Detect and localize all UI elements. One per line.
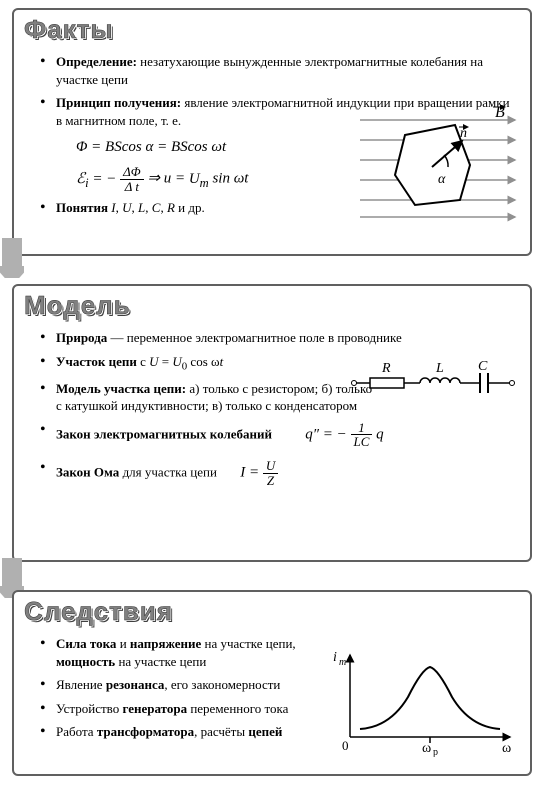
fact-definition: Определение: незатухающие вынужденные эл… (56, 53, 516, 88)
facts-section: Факты Определение: незатухающие вынужден… (12, 8, 532, 256)
svg-text:i: i (333, 650, 337, 665)
rlc-circuit-diagram: R L C (350, 358, 520, 398)
svg-text:n: n (460, 126, 467, 141)
facts-title: Факты (24, 14, 516, 45)
model-nature: Природа — переменное электромагнитное по… (56, 329, 516, 347)
svg-text:m: m (339, 657, 346, 668)
cons-list: Сила тока и напряжение на участке цепи, … (28, 635, 308, 741)
model-section: Модель Природа — переменное электромагни… (12, 284, 532, 562)
eq-oscillation: q″ = − 1 LC q (305, 421, 383, 449)
cons-title: Следствия (24, 596, 516, 627)
cons-generator: Устройство генератора переменного тока (56, 700, 308, 718)
svg-text:R: R (381, 361, 391, 376)
svg-text:ω: ω (502, 741, 511, 756)
model-law: Закон электромагнитных колебаний q″ = − … (56, 421, 516, 449)
svg-text:0: 0 (342, 738, 349, 753)
model-ohm: Закон Ома для участка цепи I = U Z (56, 459, 516, 487)
resonance-chart: i m 0 ω р ω (330, 647, 520, 757)
svg-text:α: α (438, 172, 446, 187)
frac-dphi: ΔΦ Δ t (120, 165, 144, 193)
cons-transformer: Работа трансформатора, расчёты цепей (56, 723, 308, 741)
cons-current: Сила тока и напряжение на участке цепи, … (56, 635, 308, 670)
eq-ohm: I = U Z (240, 459, 278, 487)
arrow-down-1 (0, 238, 24, 278)
consequences-section: Следствия Сила тока и напряжение на учас… (12, 590, 532, 776)
svg-text:ω: ω (422, 741, 431, 756)
svg-text:р: р (433, 747, 438, 757)
field-rotation-diagram: B n α (360, 105, 520, 225)
svg-text:L: L (435, 361, 444, 376)
model-list: Природа — переменное электромагнитное по… (28, 329, 516, 487)
svg-text:C: C (478, 359, 488, 374)
model-parts: Модель участка цепи: а) только с резисто… (56, 380, 376, 415)
cons-resonance: Явление резонанса, его закономерности (56, 676, 308, 694)
model-title: Модель (24, 290, 516, 321)
